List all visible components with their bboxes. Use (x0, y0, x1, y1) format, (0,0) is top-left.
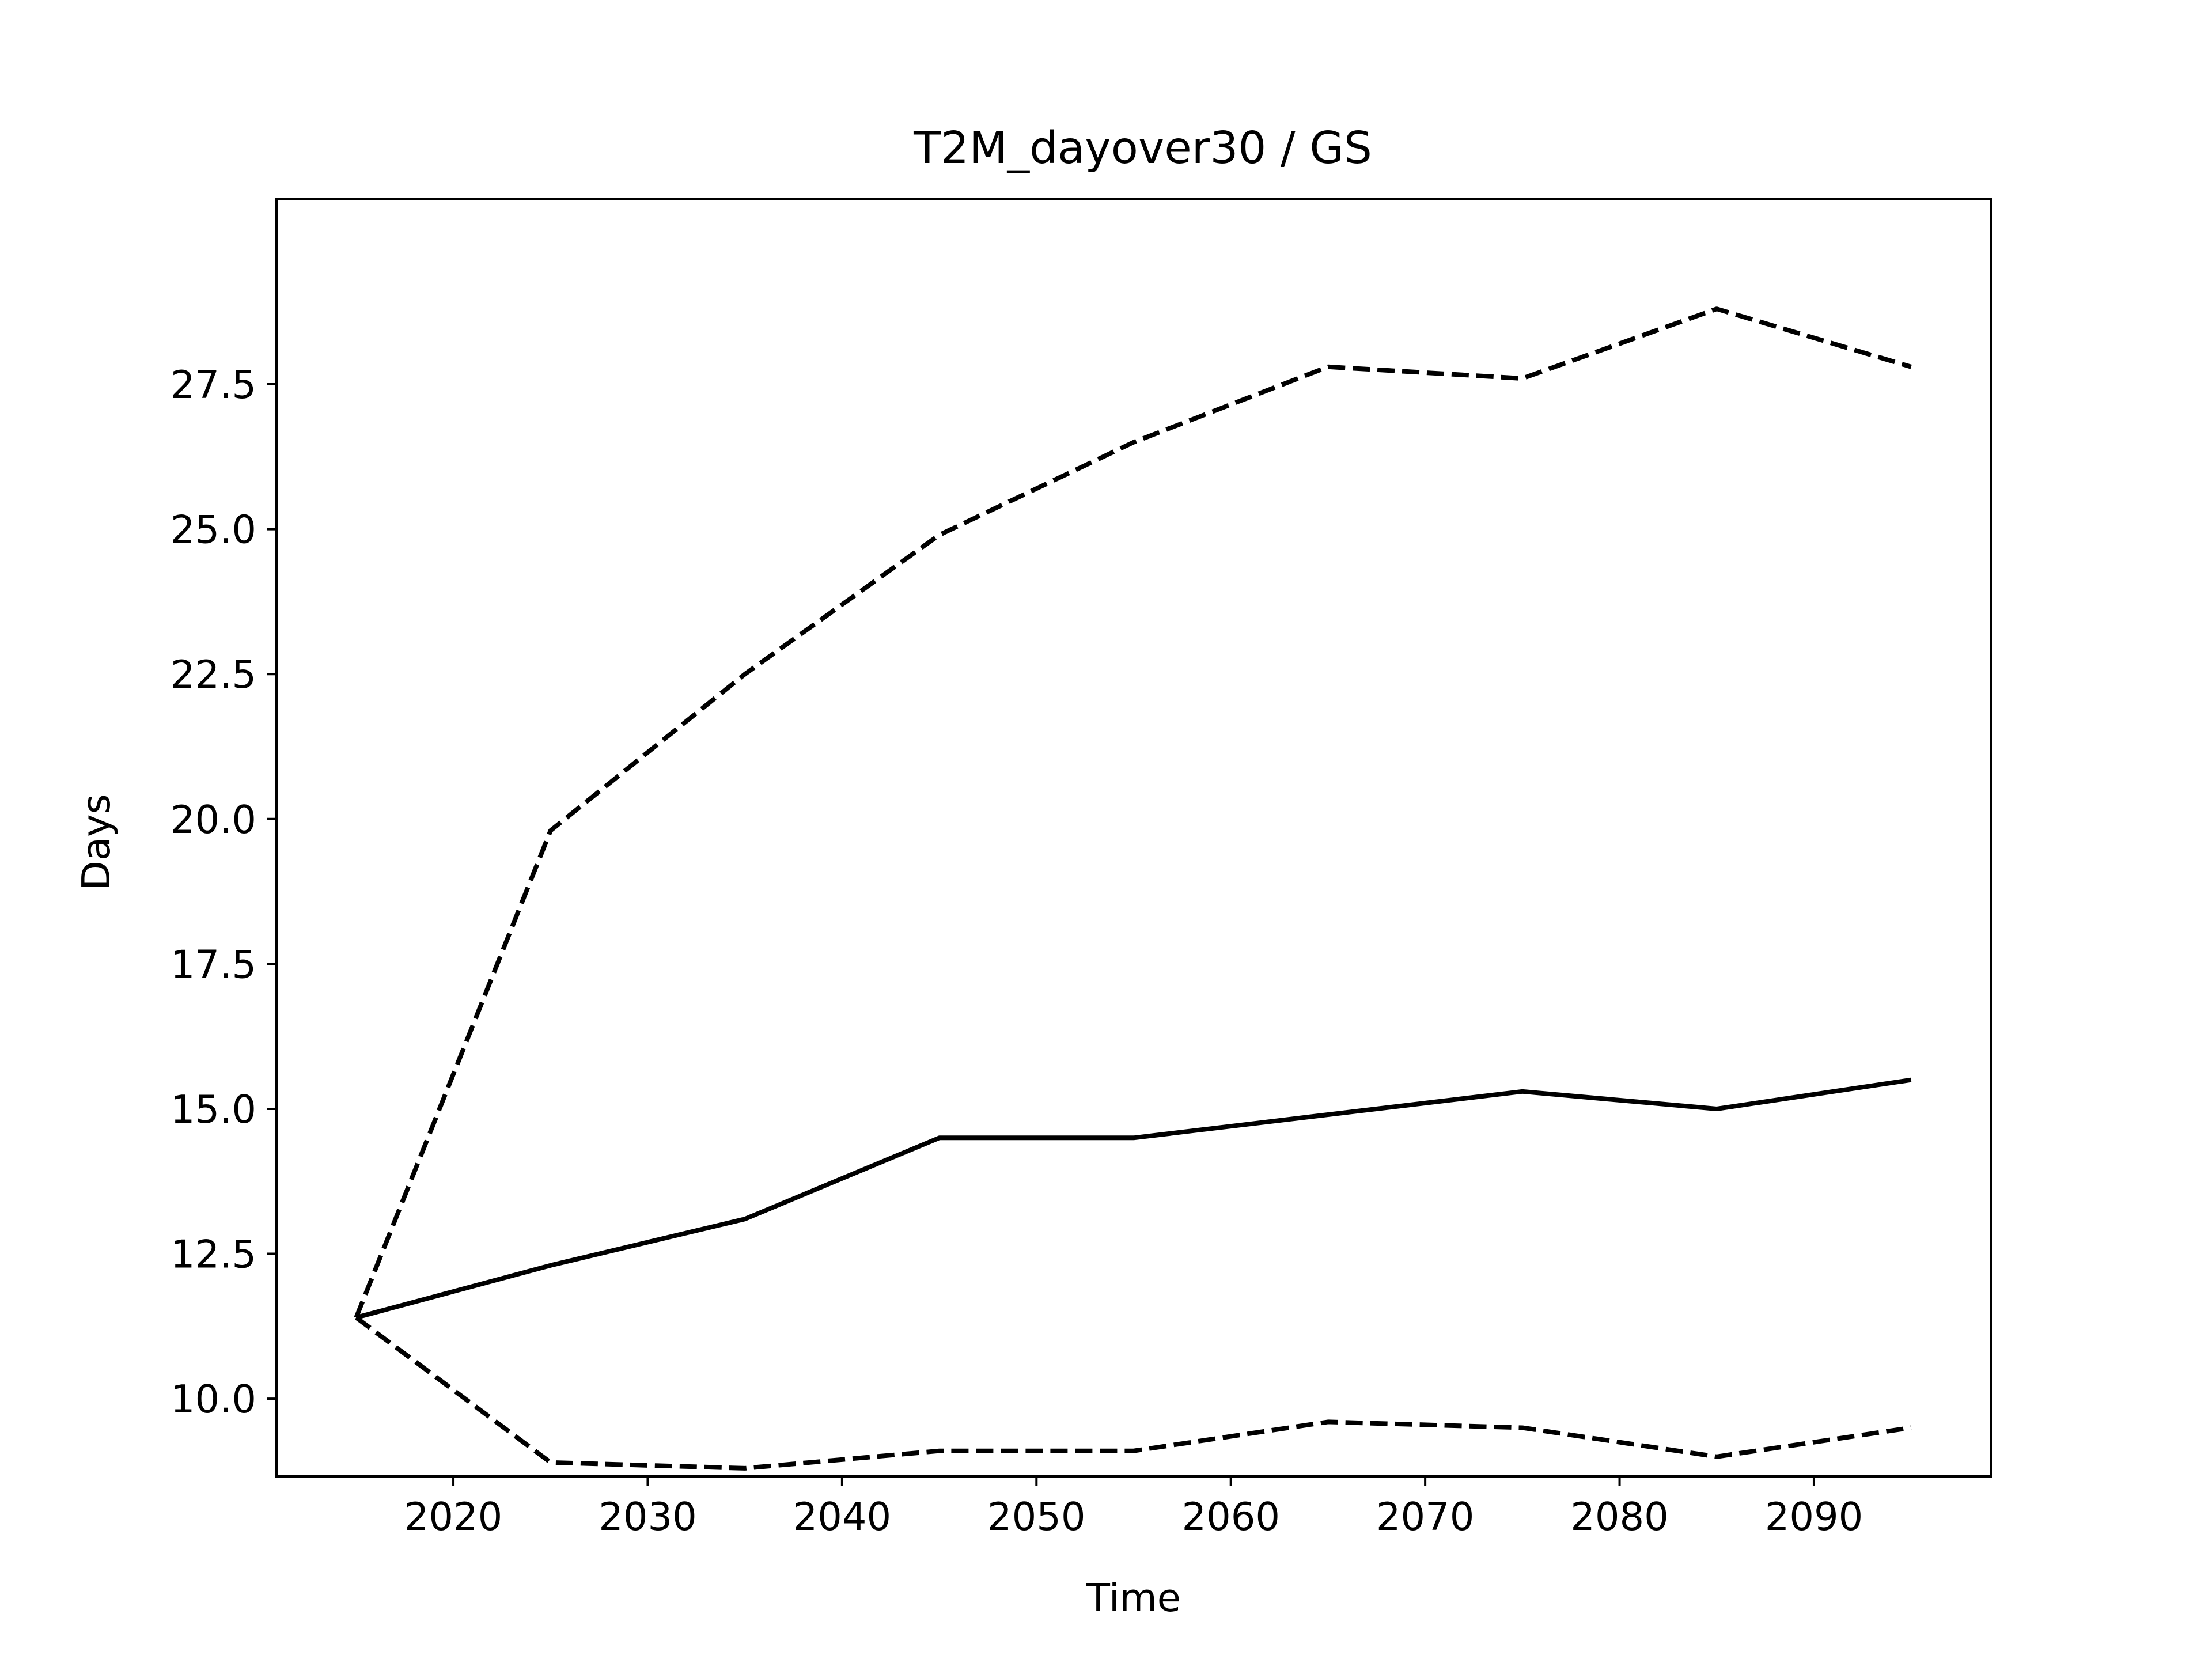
axes-frame (275, 198, 1992, 1478)
x-tick-label: 2090 (1765, 1494, 1863, 1539)
x-tick-label: 2040 (793, 1494, 892, 1539)
y-tick-label: 12.5 (171, 1232, 256, 1277)
y-axis: 10.0 12.5 15.0 17.5 20.0 22.5 25.0 27.5 (171, 362, 276, 1422)
y-axis-label: Days (74, 794, 119, 890)
y-tick-label: 10.0 (171, 1377, 256, 1422)
y-tick-label: 15.0 (171, 1087, 256, 1132)
series-layer (354, 306, 1912, 1471)
x-tick-label: 2030 (599, 1494, 697, 1539)
x-tick-label: 2080 (1570, 1494, 1669, 1539)
y-tick-label: 27.5 (171, 362, 256, 407)
x-tick-label: 2050 (987, 1494, 1086, 1539)
x-tick-label: 2070 (1376, 1494, 1475, 1539)
y-tick-label: 25.0 (171, 507, 256, 552)
chart-title: T2M_dayover30 / GS (913, 123, 1372, 174)
dashed-series-line-1 (354, 306, 1912, 1319)
y-tick-label: 17.5 (171, 942, 256, 987)
y-tick-label: 22.5 (171, 652, 256, 697)
dashed-series-line-3 (354, 1316, 1912, 1471)
x-axis: 2020 2030 2040 2050 2060 2070 2080 2090 (404, 1476, 1863, 1539)
x-tick-label: 2060 (1181, 1494, 1280, 1539)
x-tick-label: 2020 (404, 1494, 503, 1539)
x-axis-label: Time (1086, 1575, 1181, 1620)
y-tick-label: 20.0 (171, 797, 256, 842)
solid-series-line-2 (355, 1077, 1912, 1320)
plot-area (275, 198, 1992, 1478)
